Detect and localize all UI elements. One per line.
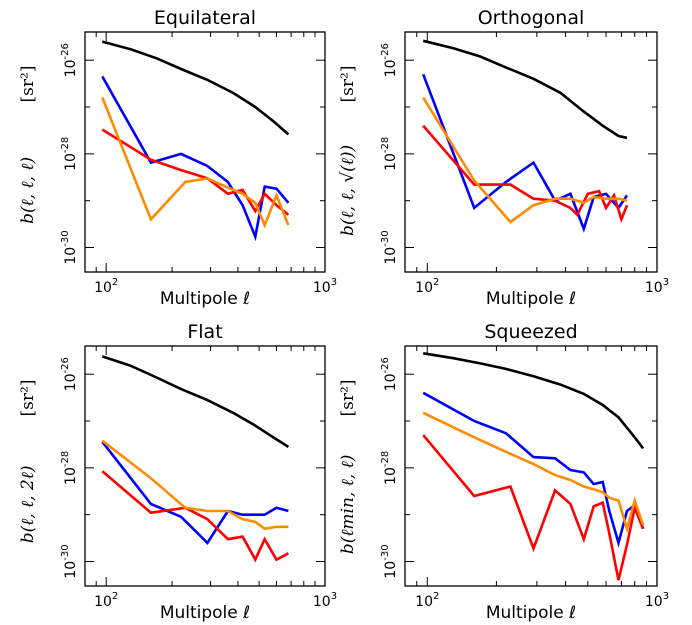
- y-tick-label: 10-26: [380, 43, 399, 77]
- series-line-red: [422, 434, 645, 581]
- chart-title: Squeezed: [484, 321, 577, 343]
- y-tick-label: 10-26: [380, 357, 399, 391]
- y-tick-label: 10-26: [60, 43, 79, 77]
- y-tick-label: 10-28: [380, 137, 399, 171]
- y-tick-label: 10-26: [60, 357, 79, 391]
- series-line-red: [422, 124, 629, 224]
- x-tick-label: 103: [645, 591, 669, 610]
- y-axis-unit: [sr²]: [338, 66, 358, 103]
- chart-title: Orthogonal: [478, 7, 585, 29]
- plot-frame: [404, 31, 658, 273]
- series-line-black: [422, 352, 645, 450]
- chart-title: Equilateral: [154, 7, 256, 29]
- y-tick-label: 10-30: [60, 544, 79, 578]
- panel-squeezed: 102 103 10-30 10-28 10-26 Squeezed Multipole ℓ…: [338, 321, 669, 623]
- y-axis-unit: [sr²]: [18, 380, 38, 417]
- y-tick-label: 10-28: [60, 451, 79, 485]
- series-line-blue: [422, 391, 645, 548]
- panel-flat: 102 103 10-30 10-28 10-26 Flat Multipole ℓ b(ℓ,…: [18, 321, 337, 623]
- series-line-blue: [101, 440, 289, 545]
- x-axis-label: Multipole ℓ: [486, 289, 576, 309]
- y-tick-label: 10-30: [380, 544, 399, 578]
- x-tick-label: 102: [415, 277, 439, 296]
- x-axis-label: Multipole ℓ: [160, 603, 250, 623]
- series-line-black: [101, 355, 290, 448]
- x-tick-label: 102: [415, 591, 439, 610]
- series-line-black: [422, 39, 628, 140]
- y-tick-label: 10-30: [380, 230, 399, 264]
- series-line-orange: [422, 411, 645, 534]
- x-tick-label: 103: [313, 591, 337, 610]
- plot-frame: [84, 345, 326, 587]
- series-line-black: [101, 40, 290, 136]
- plot-frame: [84, 31, 326, 273]
- x-tick-label: 102: [94, 591, 118, 610]
- y-axis-label: b(ℓ, ℓ, ℓ): [18, 157, 38, 224]
- x-axis-label: Multipole ℓ: [486, 603, 576, 623]
- panel-equilateral: 102 103 10-30 10-28 10-26 Equilateral Multipol…: [18, 7, 337, 309]
- plot-frame: [404, 345, 658, 587]
- y-axis-label: b(ℓ, ℓ, 2ℓ): [18, 465, 38, 543]
- series-line-orange: [101, 97, 290, 229]
- x-tick-label: 103: [645, 277, 669, 296]
- series-line-orange: [101, 439, 289, 531]
- y-tick-label: 10-28: [380, 451, 399, 485]
- series-line-red: [101, 470, 290, 563]
- x-tick-label: 102: [94, 277, 118, 296]
- x-tick-label: 103: [313, 277, 337, 296]
- y-axis-label: b(ℓmin, ℓ, ℓ): [338, 455, 358, 555]
- y-axis-unit: [sr²]: [338, 380, 358, 417]
- series-line-blue: [101, 75, 290, 242]
- y-axis-unit: [sr²]: [18, 66, 38, 103]
- panel-orthogonal: 102 103 10-30 10-28 10-26 Orthogonal Multipole…: [338, 7, 669, 309]
- series-line-red: [101, 128, 290, 216]
- y-tick-label: 10-28: [60, 137, 79, 171]
- x-axis-label: Multipole ℓ: [160, 289, 250, 309]
- chart-title: Flat: [187, 321, 222, 343]
- y-axis-label: b(ℓ, ℓ, √(ℓ)): [338, 145, 358, 236]
- series-line-blue: [421, 73, 629, 233]
- y-tick-label: 10-30: [60, 230, 79, 264]
- series-line-orange: [422, 96, 628, 224]
